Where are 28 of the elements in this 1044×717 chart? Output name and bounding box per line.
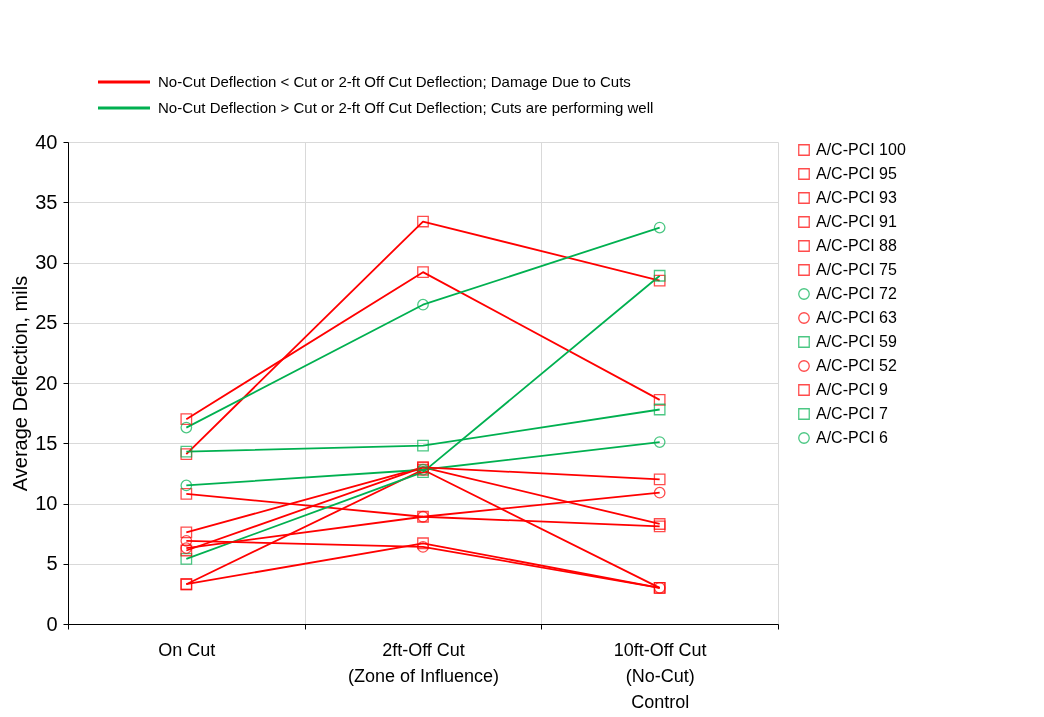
y-tick-label: 15 (35, 431, 58, 454)
y-tick-label: 25 (35, 311, 58, 334)
legend-label: A/C-PCI 75 (816, 261, 898, 278)
y-tick-label: 10 (35, 492, 58, 514)
x-tick-label: On Cut (158, 639, 216, 660)
legend-label: A/C-PCI 93 (816, 189, 898, 206)
y-tick-label: 40 (35, 130, 58, 153)
text: No-Cut Deflection > Cut or 2-ft Off Cut Deflection; Cuts are performing well (158, 99, 654, 116)
x-tick-label: 2ft-Off Cut (Zone of Influence) (347, 639, 500, 686)
legend-label: A/C-PCI 88 (816, 237, 898, 254)
legend-label: A/C-PCI 7 (816, 405, 889, 422)
legend-label: A/C-PCI 59 (816, 333, 898, 350)
x-tick-label: 10ft-Off Cut (No-Cut) Control (613, 639, 707, 712)
legend-label: A/C-PCI 95 (816, 165, 898, 182)
y-tick-label: 30 (35, 251, 58, 273)
legend-label: A/C-PCI 9 (816, 381, 889, 398)
legend-label: A/C-PCI 52 (816, 357, 898, 374)
legend-label: A/C-PCI 100 (816, 141, 906, 158)
y-tick-label: 35 (35, 190, 58, 213)
legend-label: A/C-PCI 72 (816, 285, 898, 302)
legend-label: A/C-PCI 6 (816, 429, 889, 446)
legend-label: A/C-PCI 91 (816, 213, 898, 230)
y-tick-label: 0 (46, 612, 58, 635)
y-tick-label: 20 (35, 371, 58, 394)
legend-label: A/C-PCI 63 (816, 309, 898, 326)
y-tick-label: 5 (46, 552, 58, 575)
y-axis-title: Average Deflection, mils (9, 275, 32, 492)
text: No-Cut Deflection < Cut or 2-ft Off Cut Deflection; Damage Due to Cuts (158, 73, 631, 90)
